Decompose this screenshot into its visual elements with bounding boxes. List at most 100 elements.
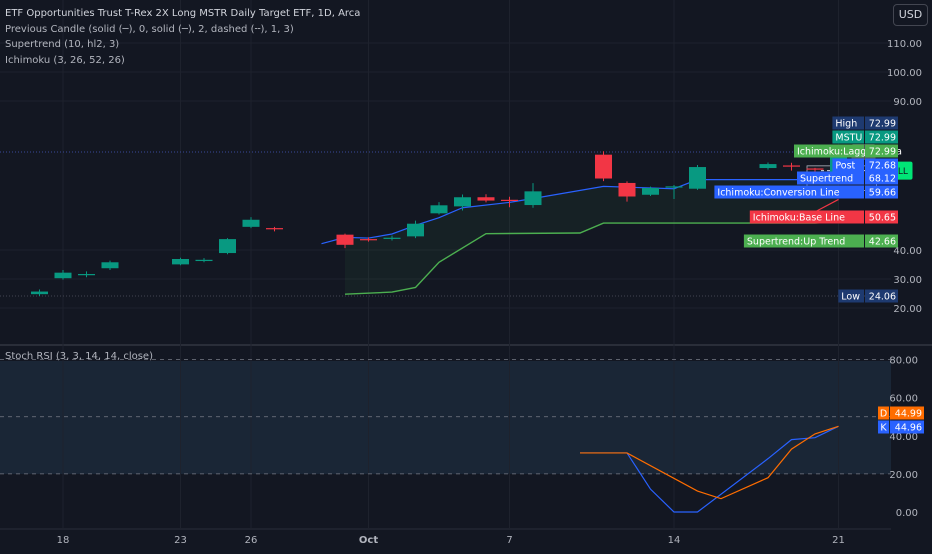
candle-body	[454, 197, 471, 207]
price-label-name: Ichimoku:Conversion Line	[717, 188, 839, 199]
candle-body	[430, 205, 448, 214]
candle-body	[665, 186, 683, 188]
stoch-axis-label: 80.00	[889, 356, 918, 367]
price-label-value: 72.68	[869, 161, 896, 172]
price-label-value: 24.06	[869, 292, 896, 303]
stoch-axis-label: 0.00	[896, 508, 918, 519]
price-label-name: Post	[835, 161, 855, 172]
price-label-name-bg	[832, 158, 864, 172]
candle-body	[383, 237, 401, 239]
stoch-band-fill	[0, 361, 891, 474]
candle-body	[759, 164, 777, 169]
legend: ETF Opportunities Trust T-Rex 2X Long MS…	[5, 6, 360, 68]
price-label-value-bg	[865, 144, 898, 158]
indicator-ichimoku[interactable]: Ichimoku (3, 26, 52, 26)	[5, 54, 125, 66]
time-axis-label: 21	[832, 535, 845, 546]
price-axis-label: 100.00	[887, 68, 922, 79]
stoch-label-value-bg	[890, 406, 924, 420]
price-label-value-bg	[865, 289, 898, 303]
time-axis-label: 23	[174, 535, 187, 546]
candle-body	[242, 219, 260, 227]
candle-body	[101, 262, 119, 269]
price-label-value: 50.65	[869, 213, 896, 224]
price-label-value-bg	[865, 210, 898, 224]
currency-button[interactable]: USD	[893, 4, 928, 26]
stoch-label-value-bg	[890, 420, 924, 434]
candle-body	[78, 274, 95, 276]
price-label-name-bg	[832, 130, 864, 144]
time-axis-label: 18	[57, 535, 70, 546]
candle-body	[501, 199, 518, 201]
stoch-axis-label: 60.00	[889, 394, 918, 405]
candle-body	[524, 191, 542, 206]
candle-body	[642, 188, 659, 195]
time-axis-label: 14	[668, 535, 681, 546]
time-axis-label: Oct	[359, 535, 378, 546]
price-label-value-bg	[865, 158, 898, 172]
price-label-name-bg	[743, 234, 864, 248]
candle-body	[806, 168, 824, 170]
price-label-name-bg	[838, 289, 864, 303]
candle-body	[219, 239, 236, 254]
price-label-value: 42.66	[869, 237, 896, 248]
price-label-value: 68.12	[869, 174, 896, 185]
price-label-name: Ichimoku:Base Line	[753, 213, 845, 224]
indicator-supertrend[interactable]: Supertrend (10, hl2, 3)	[5, 39, 120, 50]
price-axis-label: 30.00	[893, 275, 922, 286]
time-axis-label: 7	[506, 535, 512, 546]
price-label-value: 59.66	[869, 188, 896, 199]
price-label-value-bg	[865, 171, 898, 185]
candle-body	[783, 165, 800, 167]
price-label-value: 72.99	[869, 119, 896, 130]
stoch-label-name-bg	[878, 420, 889, 434]
candle-body	[31, 291, 48, 295]
price-label-name-bg	[794, 144, 864, 158]
stoch-label-name-bg	[878, 406, 889, 420]
stoch-label-name: K	[880, 423, 887, 434]
price-label-value-bg	[865, 234, 898, 248]
stoch-label-value: 44.99	[895, 409, 922, 420]
stoch-label-name: D	[880, 409, 887, 420]
candle-body	[618, 182, 636, 197]
candle-body	[195, 259, 213, 262]
candle-body	[407, 223, 424, 237]
price-label-value-bg	[865, 116, 898, 130]
price-label-name: High	[835, 119, 857, 130]
price-label-name: Low	[841, 292, 860, 303]
price-axis-label: 40.00	[893, 246, 922, 257]
stoch-rsi-title[interactable]: Stoch RSI (3, 3, 14, 14, close)	[5, 351, 153, 362]
price-axis-label: 20.00	[893, 304, 922, 315]
candle-body	[336, 234, 354, 245]
price-label-value: 72.99	[869, 133, 896, 144]
price-label-value-bg	[865, 130, 898, 144]
stoch-label-value: 44.96	[895, 423, 922, 434]
price-label-name-bg	[797, 171, 864, 185]
candle-body	[689, 167, 706, 189]
supertrend-up-line	[344, 220, 839, 295]
symbol-title[interactable]: ETF Opportunities Trust T-Rex 2X Long MS…	[5, 8, 361, 19]
time-axis-label: 26	[245, 535, 258, 546]
price-label-name-bg	[749, 210, 864, 224]
price-label-name: Ichimoku:Lagging Spa	[797, 147, 902, 158]
ichimoku-base-line	[814, 198, 839, 213]
price-label-name: Supertrend	[800, 174, 853, 185]
price-axis-label: 110.00	[887, 39, 922, 50]
candle-body	[54, 272, 72, 279]
price-label-value-bg	[865, 185, 898, 199]
price-label-value: 72.99	[869, 147, 896, 158]
candle-body	[172, 258, 189, 265]
candle-body	[266, 228, 283, 230]
price-label-name: MSTU	[835, 133, 862, 144]
stoch-axis-label: 20.00	[889, 470, 918, 481]
candle-body	[595, 154, 612, 179]
candle-body	[360, 239, 377, 241]
price-label-name: Supertrend:Up Trend	[747, 237, 845, 248]
price-axis-label: 90.00	[893, 97, 922, 108]
candle-body	[477, 197, 495, 201]
indicator-previous-candle[interactable]: Previous Candle (solid (─), 0, solid (─)…	[5, 23, 294, 35]
price-label-name-bg	[832, 116, 864, 130]
price-label-name-bg	[714, 185, 864, 199]
stoch-axis-label: 40.00	[889, 432, 918, 443]
